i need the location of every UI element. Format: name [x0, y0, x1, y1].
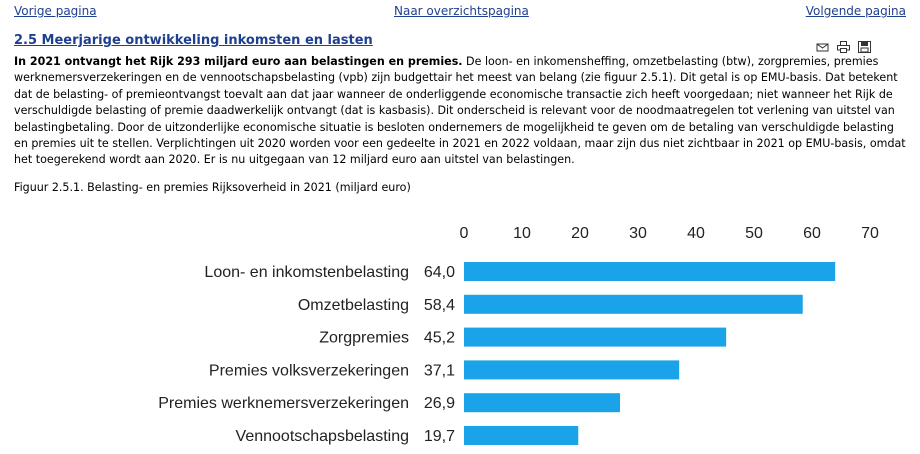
x-tick-label: 10	[513, 225, 531, 242]
overview-page-link[interactable]: Naar overzichtspagina	[394, 4, 529, 18]
value-label: 26,9	[424, 395, 455, 412]
x-tick-label: 0	[460, 225, 469, 242]
mail-icon[interactable]	[816, 38, 829, 52]
intro-bold-sentence: In 2021 ontvangt het Rijk 293 miljard eu…	[14, 55, 463, 68]
bar	[464, 393, 621, 413]
x-tick-label: 20	[571, 225, 589, 242]
next-page-link[interactable]: Volgende pagina	[805, 4, 906, 18]
bar	[464, 426, 579, 445]
figure-caption: Figuur 2.5.1. Belasting- en premies Rijk…	[14, 181, 411, 194]
bar	[464, 262, 836, 281]
top-navigation: Vorige pagina Naar overzichtspagina Volg…	[14, 4, 906, 20]
x-tick-label: 60	[803, 225, 821, 242]
x-tick-label: 70	[861, 225, 879, 242]
bar	[464, 294, 803, 314]
x-tick-label: 50	[745, 225, 763, 242]
print-icon[interactable]	[837, 38, 850, 53]
category-label: Premies volksverzekeringen	[209, 362, 409, 379]
value-label: 37,1	[424, 362, 455, 379]
intro-body-text: De loon- en inkomensheffing, omzetbelast…	[14, 55, 906, 167]
value-label: 19,7	[424, 428, 455, 445]
intro-paragraph: In 2021 ontvangt het Rijk 293 miljard eu…	[14, 54, 908, 169]
category-label: Loon- en inkomstenbelasting	[204, 264, 409, 281]
bar	[464, 360, 680, 380]
previous-page-link[interactable]: Vorige pagina	[14, 4, 97, 18]
section-title: 2.5 Meerjarige ontwikkeling inkomsten en…	[14, 33, 373, 48]
value-label: 45,2	[424, 330, 455, 347]
save-icon[interactable]	[858, 38, 871, 53]
bar-chart: 0 10 20 30 40 50 60 70 Loon- en inkomstenbelasti…	[158, 225, 879, 445]
category-label: Vennootschapsbelasting	[236, 428, 409, 445]
bar	[464, 327, 727, 347]
x-tick-label: 30	[629, 225, 647, 242]
value-label: 58,4	[424, 297, 455, 314]
category-label: Premies werknemersverzekeringen	[158, 395, 409, 412]
category-label: Omzetbelasting	[298, 297, 409, 314]
x-tick-label: 40	[687, 225, 705, 242]
category-label: Zorgpremies	[319, 330, 409, 347]
page-tools	[816, 38, 871, 53]
value-label: 64,0	[424, 264, 455, 281]
